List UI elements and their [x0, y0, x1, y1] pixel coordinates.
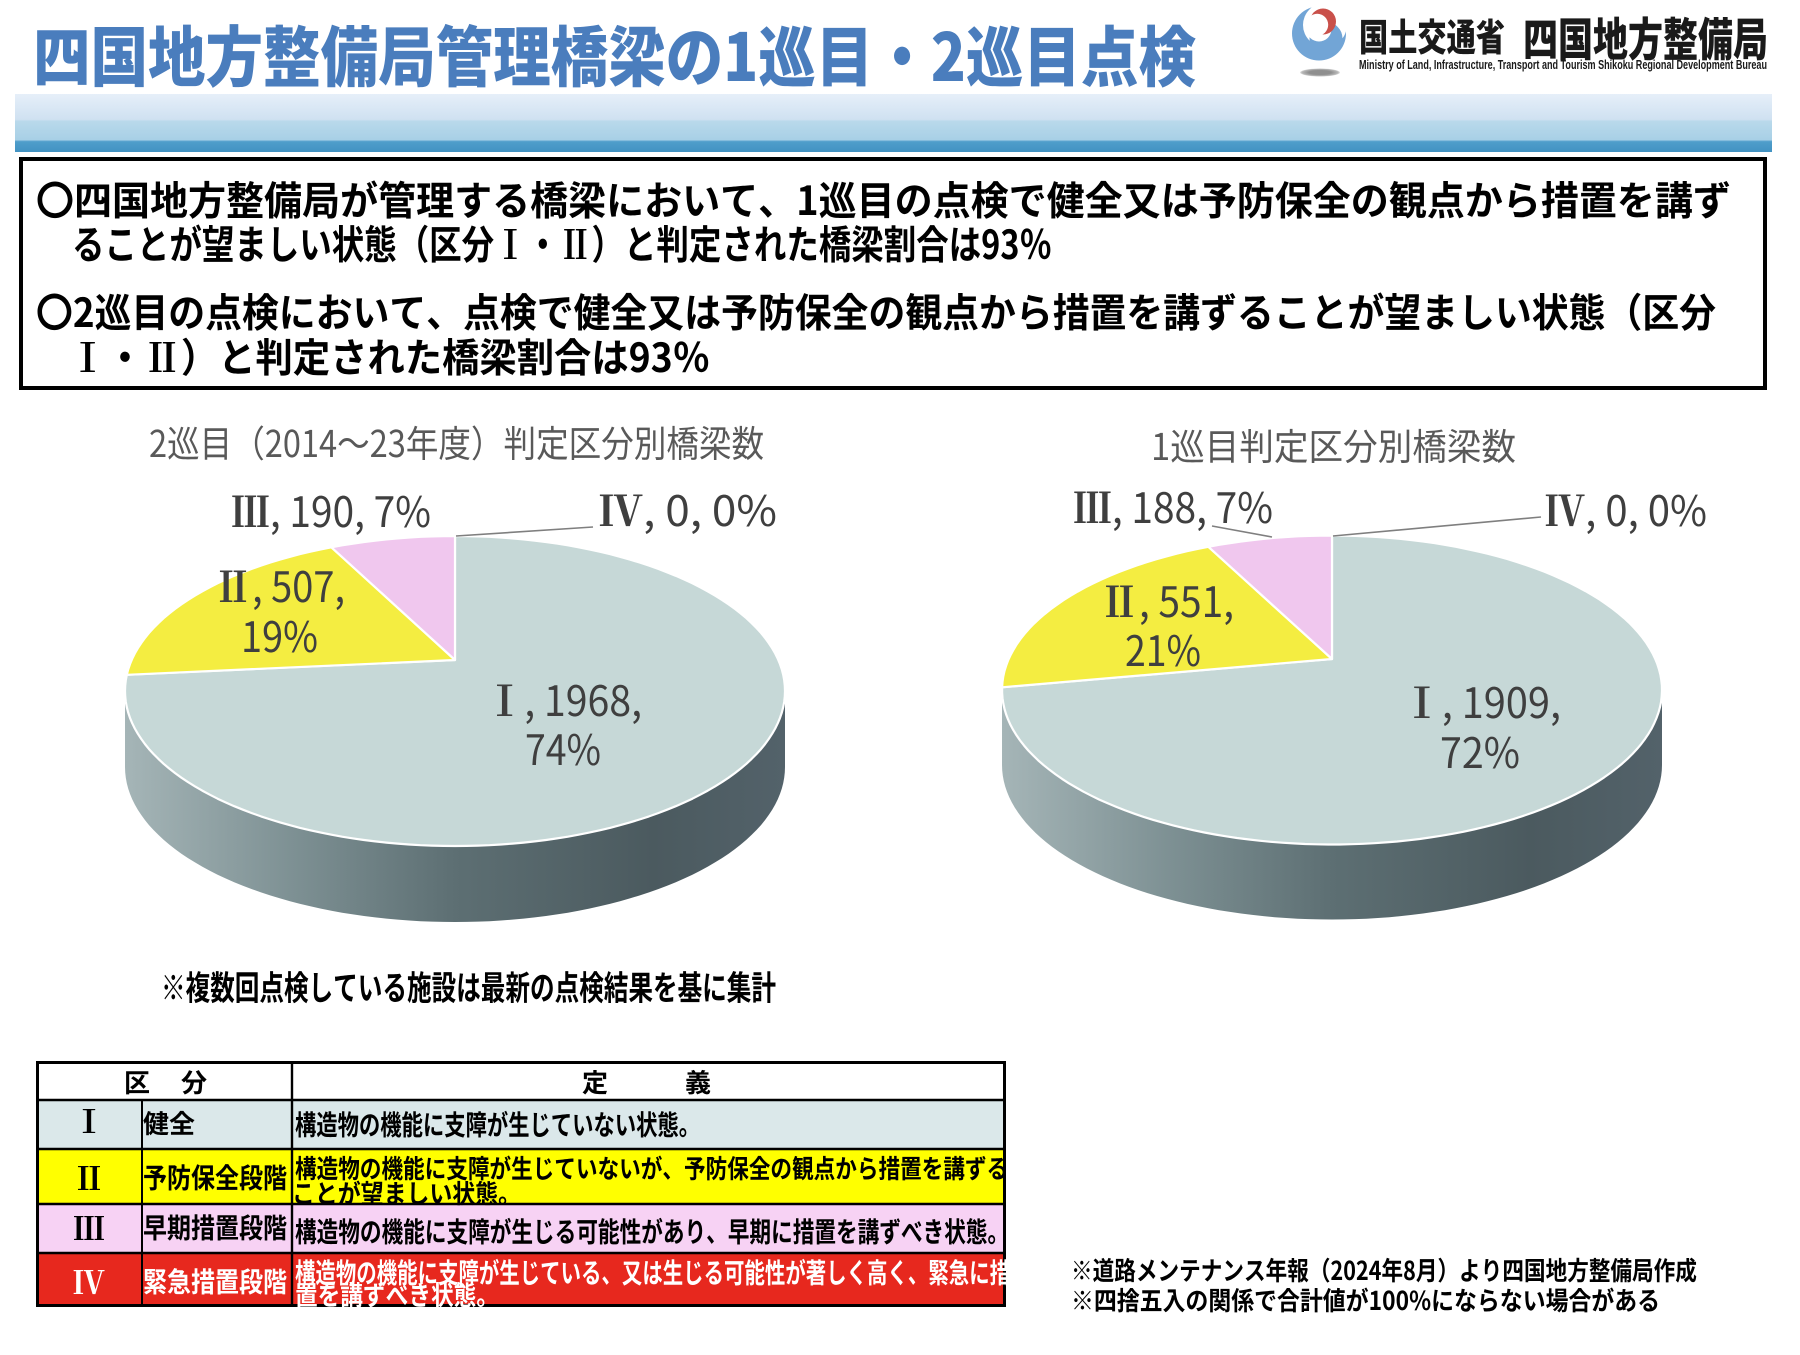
svg-text:Ministry of Land, Infrastructu: Ministry of Land, Infrastructure, Transp…: [1359, 58, 1767, 72]
